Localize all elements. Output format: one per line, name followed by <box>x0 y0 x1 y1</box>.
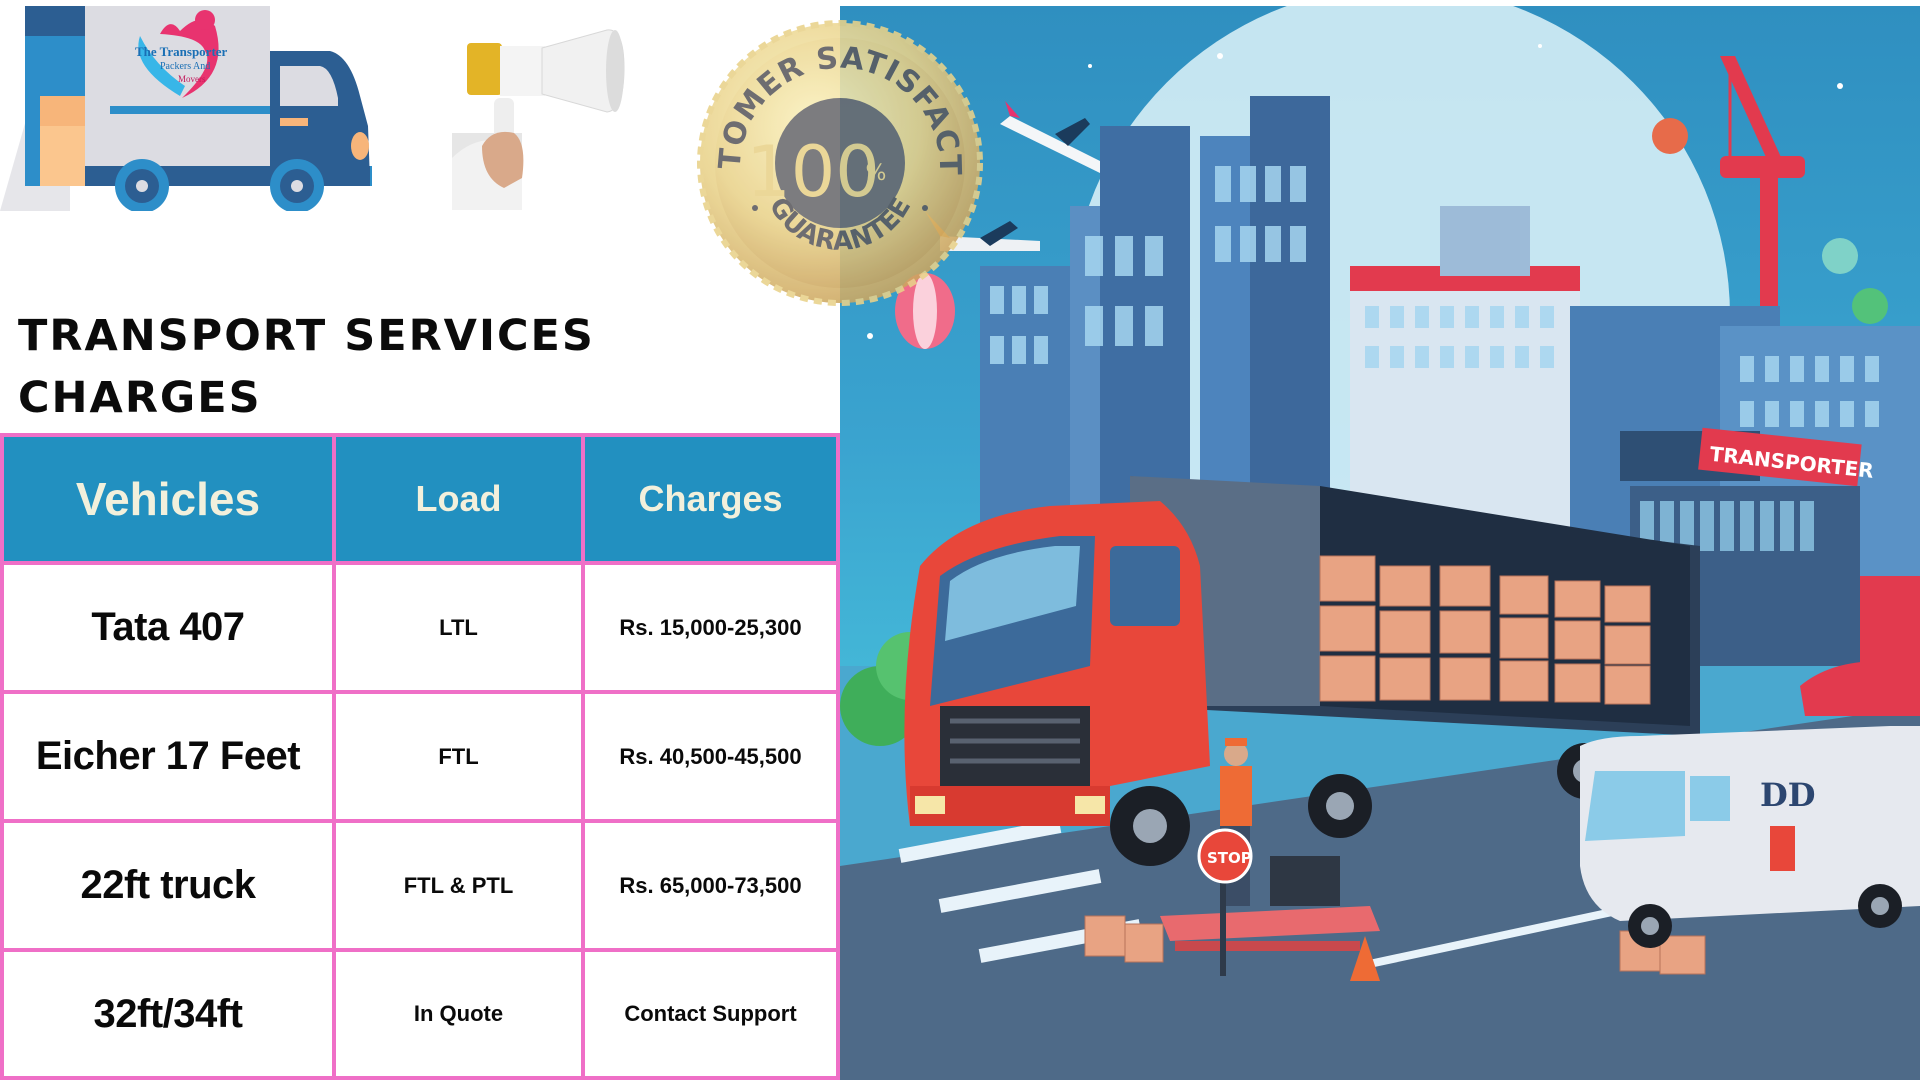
delivery-van-icon: DD <box>1580 726 1920 948</box>
skyscraper-icon <box>980 96 1920 666</box>
row-2-charges: Rs. 40,500-45,500 <box>585 694 836 819</box>
svg-text:The Transporter: The Transporter <box>135 44 228 59</box>
row-2-load: FTL <box>336 694 581 819</box>
svg-text:100: 100 <box>746 131 880 213</box>
row-4-charges: Contact Support <box>585 952 836 1076</box>
header-charges: Charges <box>585 437 836 561</box>
header-load: Load <box>336 437 581 561</box>
row-1-charges: Rs. 15,000-25,300 <box>585 565 836 690</box>
row-3-charges: Rs. 65,000-73,500 <box>585 823 836 948</box>
satisfaction-guarantee-badge: CUSTOMER SATISFACTION GUARANTEE 100 % <box>695 18 983 306</box>
row-1-vehicle: Tata 407 <box>4 565 332 690</box>
header-vehicles: Vehicles <box>4 437 332 561</box>
row-3-vehicle: 22ft truck <box>4 823 332 948</box>
row-2-vehicle: Eicher 17 Feet <box>4 694 332 819</box>
title-line-1: Transport Services Charges <box>18 311 595 423</box>
city-scene-icon: TRANSPORTER <box>840 6 1920 1080</box>
container-icon <box>1130 476 1700 736</box>
svg-text:STOP: STOP <box>1207 849 1252 867</box>
charges-table: Vehicles Load Charges Tata 407 LTL Rs. 1… <box>0 433 840 1080</box>
stop-sign-icon: STOP <box>1197 828 1253 976</box>
megaphone-icon <box>452 29 625 210</box>
row-1-load: LTL <box>336 565 581 690</box>
red-truck-icon <box>904 501 1210 866</box>
svg-text:Packers And: Packers And <box>160 61 210 72</box>
van-label: DD <box>1760 776 1816 814</box>
moving-truck-logo-icon: The Transporter Packers And Movers <box>0 6 375 211</box>
row-4-vehicle: 32ft/34ft <box>4 952 332 1076</box>
city-logistics-illustration: TRANSPORTER <box>840 6 1920 1080</box>
row-4-load: In Quote <box>336 952 581 1076</box>
svg-text:%: % <box>866 161 887 186</box>
row-3-load: FTL & PTL <box>336 823 581 948</box>
svg-text:Movers: Movers <box>178 74 206 84</box>
airplane-icon <box>1000 101 1110 174</box>
